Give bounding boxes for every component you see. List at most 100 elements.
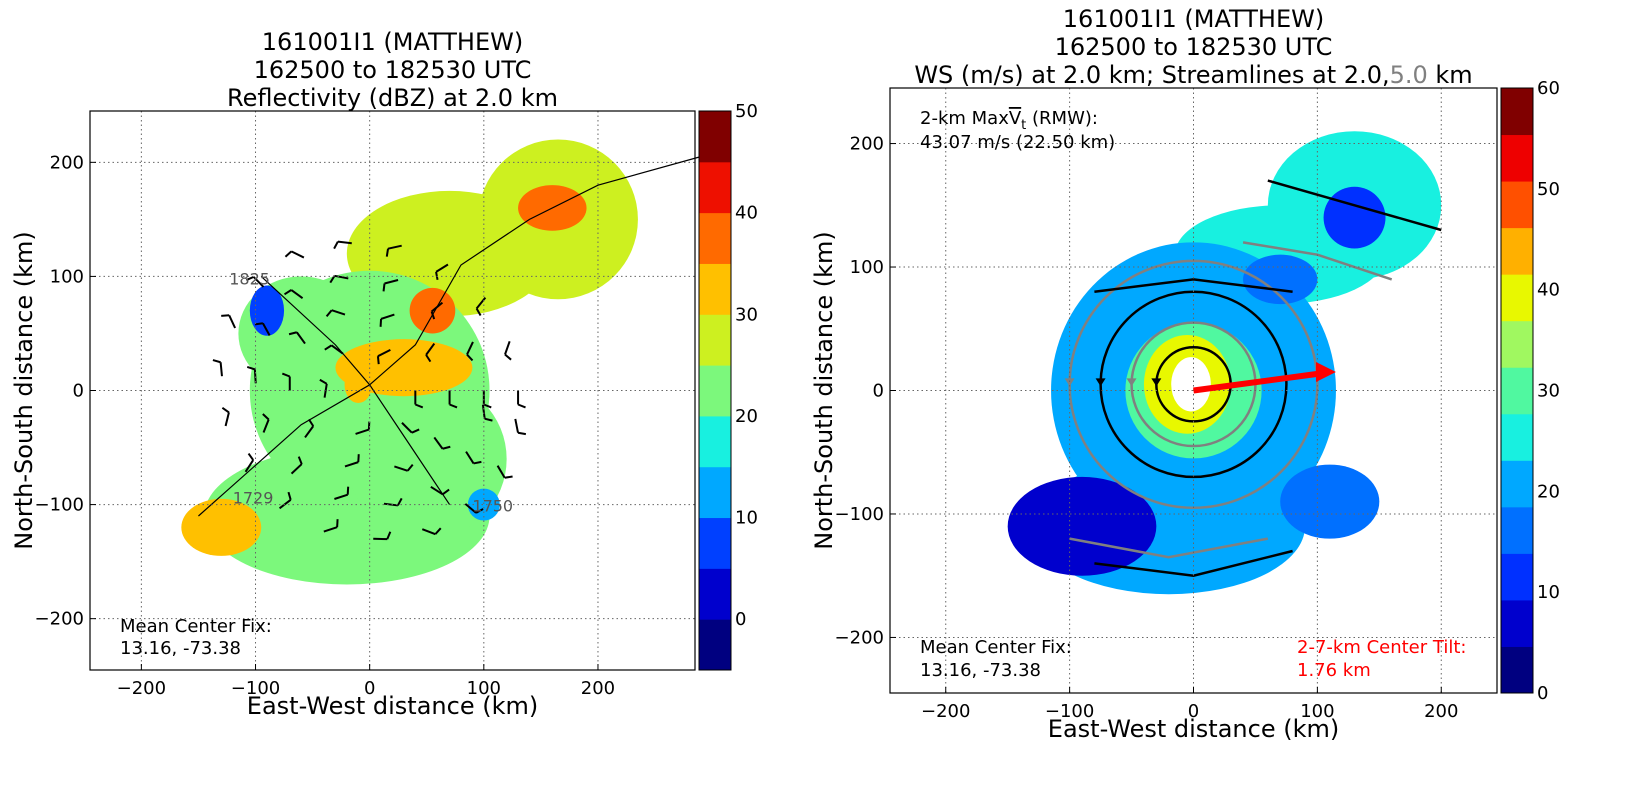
x-tick-label: 200 — [581, 678, 615, 699]
x-axis-label: East-West distance (km) — [1048, 715, 1339, 743]
wind-barb — [278, 491, 292, 510]
colorbar-swatch — [699, 415, 731, 468]
wind-barb — [465, 451, 482, 465]
wind-barb — [435, 263, 449, 280]
wind-barb — [517, 390, 526, 409]
center-fix-text: 13.16, -73.38 — [120, 638, 241, 659]
y-tick-label: 0 — [873, 381, 884, 402]
max-wind-subscript: t — [1021, 118, 1026, 133]
x-tick-label: 100 — [467, 678, 501, 699]
left-plot-area — [181, 139, 638, 585]
streamline — [1267, 179, 1442, 232]
wind-barb — [325, 309, 346, 318]
y-tick-label: −200 — [835, 627, 884, 648]
wind-barb — [281, 372, 291, 391]
right-panel: −200 −100 0 100 200−200−1000100200East-West … — [810, 5, 1560, 743]
colorbar-tick-label: 40 — [735, 203, 758, 224]
colorbar-tick-label: 60 — [1537, 78, 1560, 99]
colorbar-tick-label: 0 — [735, 609, 746, 630]
x-tick-label: −200 — [117, 678, 166, 699]
center-fix-text: 13.16, -73.38 — [920, 660, 1041, 681]
streamline-arrow — [1151, 378, 1162, 387]
colorbar-tick-label: 10 — [1537, 582, 1560, 603]
wind-barb — [481, 404, 493, 422]
colorbar-swatch — [1501, 134, 1533, 182]
x-tick-label: 100 — [1300, 701, 1334, 722]
colorbar-swatch — [699, 619, 731, 671]
colorbar-swatch — [1501, 460, 1533, 508]
tilt-text: 2-7-km Center Tilt: — [1297, 637, 1466, 658]
max-wind-suffix: (RMW): — [1026, 108, 1098, 129]
right-field-cell — [1280, 464, 1380, 539]
streamline-arrow — [1064, 378, 1075, 387]
colorbar-swatch — [699, 161, 731, 214]
colorbar-tick-label: 40 — [1537, 280, 1560, 301]
wind-barb — [319, 378, 328, 398]
colorbar-frame — [698, 110, 732, 671]
left-colorbar: 0 10 20 30 40 50 — [698, 101, 758, 671]
y-tick-label: 0 — [73, 381, 84, 402]
wind-barb — [466, 341, 474, 362]
wind-barb — [394, 463, 414, 472]
right-field-cell — [1323, 186, 1386, 249]
wind-barb — [344, 454, 360, 468]
right-plot-area — [1007, 131, 1442, 595]
wind-barb — [323, 519, 339, 533]
title-part-gray: 5.0 — [1390, 61, 1428, 89]
left-field-cell — [335, 339, 473, 397]
y-tick-label: −100 — [35, 495, 84, 516]
wind-barb — [496, 465, 513, 479]
wind-barb — [212, 359, 223, 377]
colorbar-swatch — [1501, 413, 1533, 461]
y-axis-label: North-South distance (km) — [10, 231, 38, 550]
wind-barb — [414, 390, 424, 409]
colorbar-swatch — [1501, 227, 1533, 275]
wind-barb — [448, 390, 458, 409]
left-grid — [90, 111, 695, 670]
streamline — [1094, 549, 1293, 577]
max-wind-symbol: V — [1009, 108, 1022, 129]
x-tick-label: −100 — [231, 678, 280, 699]
wind-barb — [475, 297, 487, 316]
wind-barb — [383, 497, 403, 507]
right-field-cell — [1007, 476, 1157, 576]
colorbar-swatch — [1501, 553, 1533, 601]
streamline-arrow — [1126, 378, 1137, 387]
streamline-arrow — [1095, 378, 1106, 387]
x-tick-label: −100 — [1045, 701, 1094, 722]
y-tick-label: 100 — [850, 257, 884, 278]
wind-barb — [262, 413, 270, 433]
title-line: Reflectivity (dBZ) at 2.0 km — [227, 84, 558, 112]
wind-barb — [284, 250, 305, 259]
colorbar-tick-label: 20 — [735, 406, 758, 427]
y-tick-label: 100 — [50, 266, 84, 287]
colorbar-swatch — [699, 314, 731, 366]
wind-barb — [421, 527, 442, 536]
tilt-arrowhead — [1315, 361, 1336, 382]
title-line: 162500 to 182530 UTC — [254, 56, 532, 84]
wind-barb — [514, 418, 527, 436]
x-tick-label: 200 — [1424, 701, 1458, 722]
track-time-label: 1750 — [472, 496, 513, 515]
title-line: WS (m/s) at 2.0 km; Streamlines at 2.0,5… — [914, 61, 1472, 89]
colorbar-tick-label: 30 — [1537, 381, 1560, 402]
y-tick-label: 200 — [850, 134, 884, 155]
max-wind-prefix: 2-km Max — [920, 108, 1009, 129]
colorbar-swatch — [699, 263, 731, 315]
colorbar-tick-label: 50 — [1537, 179, 1560, 200]
wind-barb — [283, 289, 304, 300]
wind-barb — [430, 485, 450, 496]
wind-barb — [425, 342, 436, 363]
right-colorbar: 0 10 20 30 40 50 60 — [1500, 78, 1560, 704]
colorbar-swatch — [1501, 320, 1533, 368]
wind-barb — [373, 531, 392, 541]
colorbar-swatch — [1501, 599, 1533, 647]
wind-barb — [379, 313, 395, 327]
colorbar-swatch — [1501, 181, 1533, 229]
y-tick-label: −100 — [835, 504, 884, 525]
wind-barb — [329, 274, 349, 284]
wind-barb — [221, 314, 236, 329]
wind-barb — [385, 244, 402, 257]
